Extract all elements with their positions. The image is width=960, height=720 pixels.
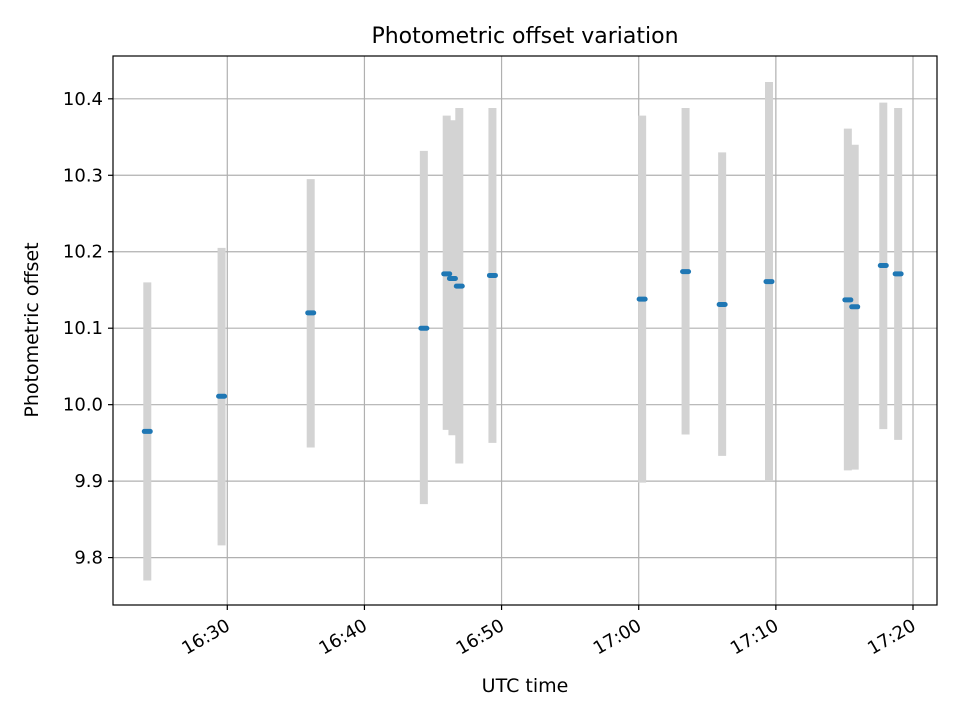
data-point: [636, 296, 648, 302]
y-axis-label: Photometric offset: [21, 242, 43, 417]
data-point: [849, 304, 861, 310]
y-tick-label: 10.1: [63, 318, 103, 339]
y-tick-label: 10.2: [63, 242, 103, 263]
data-point: [446, 276, 458, 282]
data-point: [763, 279, 775, 285]
data-point: [453, 283, 465, 289]
data-point: [305, 310, 317, 316]
data-point: [716, 302, 728, 308]
point-layer: [141, 263, 904, 434]
y-tick-label: 9.8: [74, 548, 103, 569]
y-tick-label: 10.3: [63, 165, 103, 186]
data-point: [441, 271, 453, 277]
data-point: [418, 325, 430, 331]
data-point: [141, 428, 153, 434]
data-point: [216, 393, 228, 399]
plot-frame: [112, 55, 938, 606]
y-tick-label: 9.9: [74, 471, 103, 492]
chart-title: Photometric offset variation: [371, 24, 678, 49]
data-point: [842, 297, 854, 303]
data-point: [877, 263, 889, 269]
y-tick-label: 10.4: [63, 89, 103, 110]
x-axis-label: UTC time: [482, 675, 569, 697]
data-point: [486, 272, 498, 278]
y-tick-label: 10.0: [63, 395, 103, 416]
data-point: [892, 271, 904, 277]
data-point: [680, 269, 692, 275]
